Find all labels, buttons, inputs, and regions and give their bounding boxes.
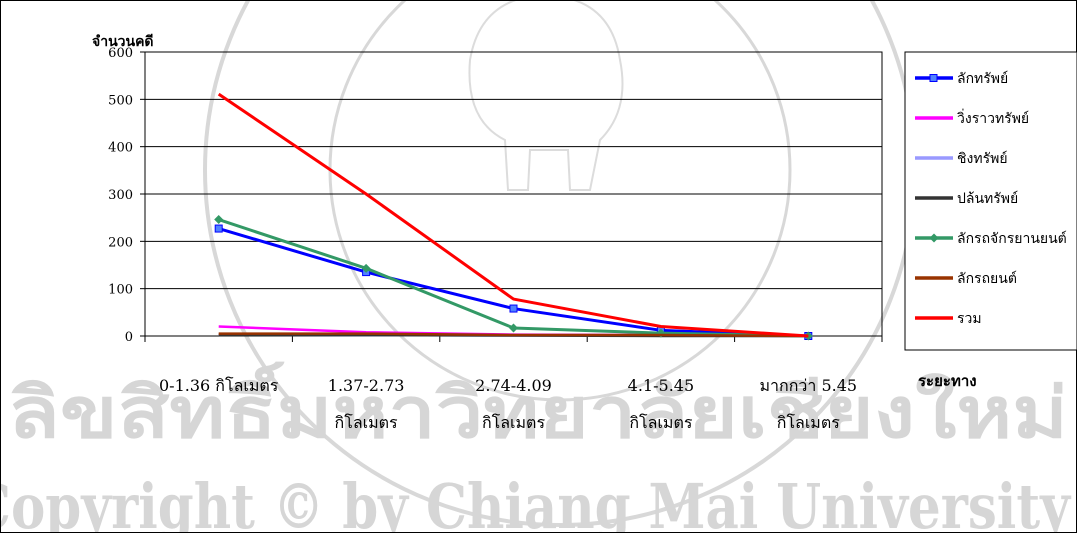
y-tick-label: 0 [125, 330, 133, 345]
x-tick-label-line: 1.37-2.73 [328, 376, 405, 395]
legend-label: วิ่งราวทรัพย์ [957, 109, 1029, 127]
legend-label: ลักรถยนต์ [957, 270, 1017, 287]
legend-label: ลักรถจักรยานยนต์ [957, 230, 1067, 247]
x-tick-label-line: 4.1-5.45 [628, 376, 694, 395]
x-tick-label-line: กิโลเมตร [777, 413, 840, 432]
legend-label: ชิงทรัพย์ [957, 150, 1008, 167]
x-axis-title: ระยะทาง [918, 372, 977, 390]
series-0 [215, 225, 812, 339]
legend: ลักทรัพย์วิ่งราวทรัพย์ชิงทรัพย์ปล้นทรัพย… [905, 52, 1077, 350]
series-line [219, 94, 809, 336]
data-point [509, 323, 518, 332]
series-6 [219, 94, 809, 336]
y-tick-label: 400 [108, 141, 133, 156]
y-axis-title: จำนวนคดี [92, 34, 154, 50]
seal-elephant-icon [469, 0, 622, 190]
series-4 [214, 215, 813, 340]
data-point [214, 215, 223, 224]
x-tick-label-line: 0-1.36 กิโลเมตร [159, 376, 279, 395]
seal-ring-inner [330, 0, 790, 400]
y-tick-label: 500 [108, 93, 133, 108]
legend-marker [930, 75, 937, 82]
series-line [219, 220, 809, 336]
legend-label: รวม [957, 311, 982, 327]
watermark-english-text: Copyright © by Chiang Mai University [0, 470, 1072, 533]
legend-label: ลักทรัพย์ [957, 70, 1008, 87]
y-tick-label: 300 [108, 188, 133, 203]
y-tick-label: 200 [108, 235, 133, 250]
series-group [214, 94, 813, 340]
x-tick-label-line: มากกว่า 5.45 [760, 376, 858, 395]
x-tick-label-line: กิโลเมตร [629, 413, 692, 432]
plot-area [145, 52, 882, 336]
series-line [219, 229, 809, 336]
x-tick-label: 0-1.36 กิโลเมตร [159, 376, 279, 395]
data-point [215, 225, 222, 232]
legend-label: ปล้นทรัพย์ [957, 190, 1018, 207]
x-tick-label-line: กิโลเมตร [482, 413, 545, 432]
y-tick-label: 100 [108, 283, 133, 298]
x-tick-label-line: กิโลเมตร [335, 413, 398, 432]
data-point [510, 305, 517, 312]
x-tick-label-line: 2.74-4.09 [475, 376, 552, 395]
